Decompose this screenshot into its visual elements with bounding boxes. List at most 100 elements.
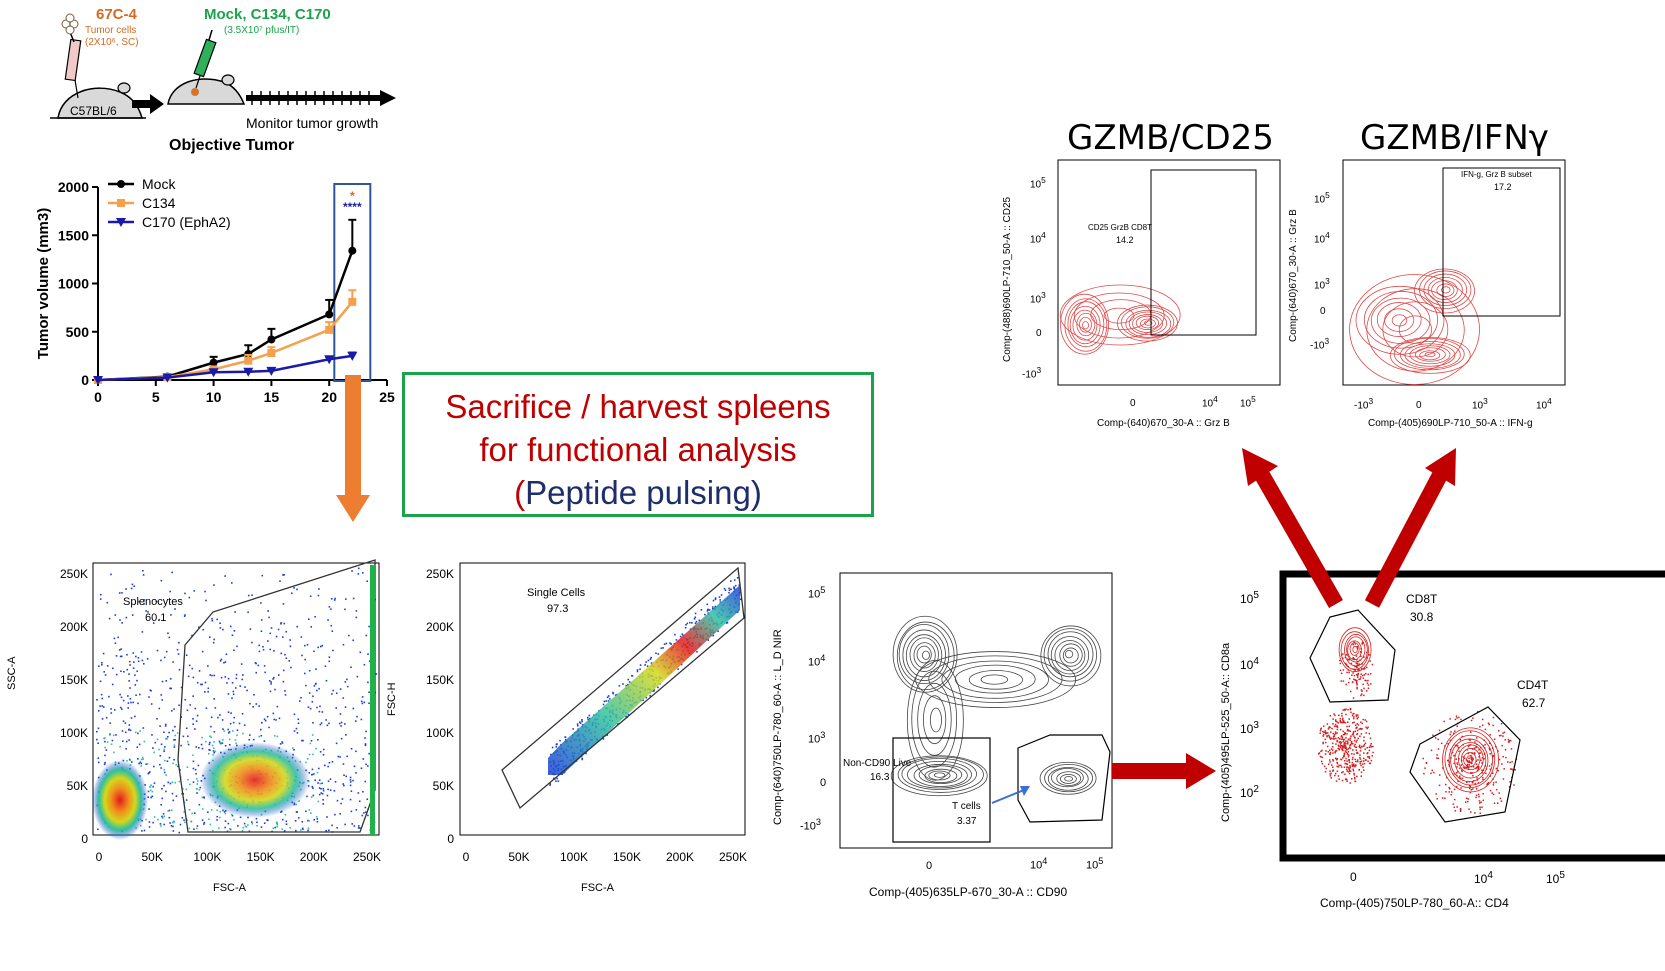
ifng-grzb-gate <box>1442 167 1561 317</box>
timeline-arrow <box>246 90 396 106</box>
legend-label: C134 <box>142 195 176 211</box>
fsc-axis-label: FSC-A <box>213 882 246 894</box>
cd25-tick-0: 0 <box>1036 328 1042 339</box>
grzb-y-tick-m103: -103 <box>1310 336 1330 352</box>
cd4-axis-label: Comp-(405)750LP-780_60-A:: CD4 <box>1320 896 1509 910</box>
tumor-dose-label: (2X10⁶, SC) <box>85 37 139 48</box>
treatment-dose-label: (3.5X10⁷ pfus/IT) <box>224 25 300 36</box>
red-arrow-right <box>1112 753 1216 789</box>
red-arrow-up-right <box>1364 448 1456 608</box>
tick-label: 150K <box>59 673 88 687</box>
tick-label: 50K <box>508 850 530 864</box>
non-cd90-live-value: 16.3 <box>870 772 890 783</box>
y-tick-label: 500 <box>66 324 90 340</box>
ld-nir-axis-label: Comp-(640)750LP-780_60-A :: L_D NIR <box>772 629 784 825</box>
tick-label: 200K <box>59 620 88 634</box>
x-tick-label: 25 <box>379 389 395 405</box>
ld-tick-103: 103 <box>808 730 826 746</box>
callout-line-3: (Peptide pulsing) <box>514 474 762 511</box>
tick-label: 150K <box>613 850 642 864</box>
ifng-tick-103: 103 <box>1472 396 1488 412</box>
data-point <box>347 351 358 361</box>
fsch-axis-label: FSC-H <box>386 682 398 716</box>
tick-label: 150K <box>246 850 275 864</box>
cd90-axis-label: Comp-(405)635LP-670_30-A :: CD90 <box>869 885 1068 899</box>
cd25-tick-103: 103 <box>1030 290 1046 306</box>
cd8-tick-104: 104 <box>1240 656 1259 672</box>
syringe-icon <box>193 29 217 89</box>
grzb-y-tick-0: 0 <box>1320 306 1326 317</box>
callout-line-1: Sacrifice / harvest spleens <box>445 388 831 425</box>
grzb-y-tick-103: 103 <box>1314 276 1330 292</box>
fsch-fsca-plot <box>459 562 746 836</box>
tumor-growth-chart: 0 500 1000 1500 2000 0 5 10 15 20 25 Tumor volume (… <box>35 176 395 405</box>
legend-marker <box>116 218 126 227</box>
cd4-tick-104: 104 <box>1474 870 1493 886</box>
step-arrow <box>132 94 164 114</box>
ifng-tick-0: 0 <box>1416 400 1422 411</box>
grzb-tick-0: 0 <box>1130 398 1136 409</box>
legend-marker <box>117 199 125 207</box>
cd25-tick-104: 104 <box>1030 230 1046 246</box>
cd4t-gate <box>1409 706 1521 823</box>
gzmb-cd25-plot <box>1057 159 1281 386</box>
tick-label: 100K <box>59 726 88 740</box>
red-arrow-up-left <box>1242 448 1343 608</box>
cd8t-label: CD8T <box>1406 592 1438 606</box>
tick-label: 0 <box>447 832 454 846</box>
data-point <box>93 376 103 385</box>
cd25-grzb-label: CD25 GrzB CD8T <box>1088 223 1153 232</box>
tumor-cells-icon <box>61 13 79 35</box>
experiment-schema <box>50 13 396 119</box>
tick-label: 200K <box>425 620 454 634</box>
tick-label: 100K <box>560 850 589 864</box>
gzmb-ifng-plot <box>1342 159 1566 386</box>
ld-tick-0: 0 <box>820 777 827 789</box>
grzb-axis-label: Comp-(640)670_30-A :: Grz B <box>1097 418 1230 429</box>
schema-title: Objective Tumor <box>169 137 295 154</box>
tick-label: 100K <box>425 726 454 740</box>
tick-label: 200K <box>666 850 695 864</box>
y-tick-label: 0 <box>81 372 89 388</box>
tick-label: 250K <box>719 850 748 864</box>
x-tick-label: 15 <box>264 389 280 405</box>
splenocytes-label: Splenocytes <box>123 596 183 608</box>
single-cells-label: Single Cells <box>527 587 586 599</box>
significance-marker: * <box>350 189 355 203</box>
splenocytes-gate <box>177 559 376 833</box>
cd25-axis-label: Comp-(488)690LP-710_50-A :: CD25 <box>1002 196 1013 362</box>
legend-marker <box>117 180 125 188</box>
x-tick-label: 5 <box>152 389 160 405</box>
cd8-tick-103: 103 <box>1240 720 1259 736</box>
data-point <box>267 335 276 344</box>
fsch-y-ticks: 250K 200K 150K 100K 50K 0 <box>410 563 456 846</box>
legend-label: Mock <box>142 176 176 192</box>
cd4-tick-105: 105 <box>1546 870 1565 886</box>
cell-line-label: 67C-4 <box>96 6 137 23</box>
ssc-x-ticks: 0 50K 100K 150K 200K 250K <box>93 850 381 866</box>
t-cells-gate <box>1017 734 1111 823</box>
cd25-tick-m103: -103 <box>1022 365 1042 381</box>
callout-line-2: for functional analysis <box>479 431 797 468</box>
cd25-grzb-value: 14.2 <box>1116 235 1134 245</box>
grzb-y-tick-104: 104 <box>1314 230 1330 246</box>
y-tick-label: 2000 <box>58 179 89 195</box>
cd8t-gate <box>1309 609 1396 703</box>
grzb-tick-105: 105 <box>1240 394 1256 410</box>
monitor-label: Monitor tumor growth <box>246 115 379 131</box>
cd8-tick-102: 102 <box>1240 784 1259 800</box>
tick-label: 50K <box>66 779 88 793</box>
tick-label: 50K <box>432 779 454 793</box>
fsca-axis-label: FSC-A <box>581 882 614 894</box>
cd90-tick-104: 104 <box>1030 856 1048 872</box>
data-point <box>243 367 254 377</box>
ifng-axis-label: Comp-(405)690LP-710_50-A :: IFN-g <box>1368 418 1533 429</box>
cd8t-value: 30.8 <box>1410 610 1434 624</box>
grzb-y-axis-label: Comp-(640)670_30-A :: Grz B <box>1288 209 1299 342</box>
ssc-y-ticks: 250K 200K 150K 100K 50K 0 <box>44 563 90 846</box>
tick-label: 150K <box>425 673 454 687</box>
data-point <box>162 373 173 383</box>
ifng-tick-104: 104 <box>1536 396 1552 412</box>
ld-tick-104: 104 <box>808 653 826 669</box>
cd90-plot <box>839 572 1113 849</box>
